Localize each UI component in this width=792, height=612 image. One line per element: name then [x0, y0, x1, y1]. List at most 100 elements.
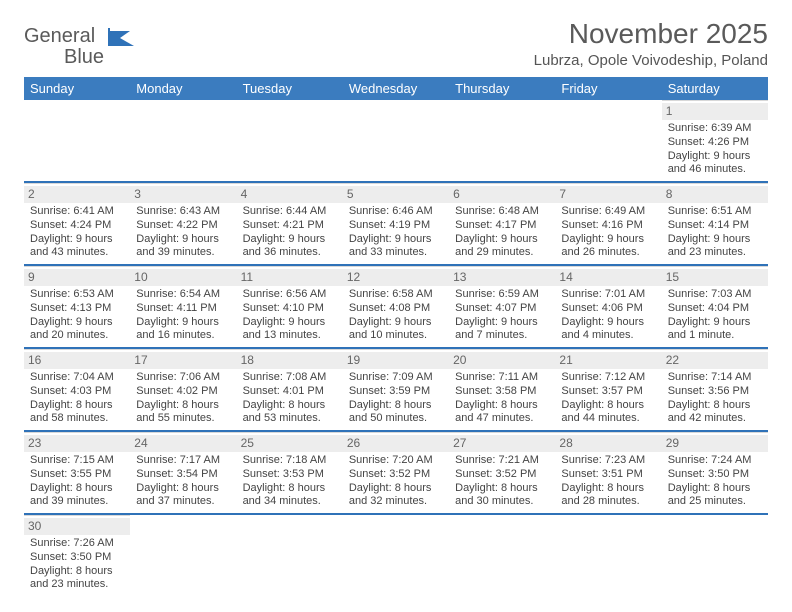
day-cell	[130, 515, 236, 596]
day-detail: and 47 minutes.	[455, 412, 549, 426]
day-detail: Sunset: 4:04 PM	[668, 302, 762, 316]
calendar: SundayMondayTuesdayWednesdayThursdayFrid…	[24, 77, 768, 596]
day-detail: Sunset: 4:07 PM	[455, 302, 549, 316]
day-detail: Daylight: 8 hours	[243, 399, 337, 413]
day-number: 10	[130, 269, 236, 286]
day-detail: Daylight: 9 hours	[455, 233, 549, 247]
day-cell: 22Sunrise: 7:14 AMSunset: 3:56 PMDayligh…	[662, 349, 768, 430]
day-detail: Daylight: 8 hours	[668, 482, 762, 496]
day-number: 6	[449, 186, 555, 203]
day-detail: and 25 minutes.	[668, 495, 762, 509]
day-number: 4	[237, 186, 343, 203]
day-detail: and 36 minutes.	[243, 246, 337, 260]
day-detail: Daylight: 8 hours	[30, 565, 124, 579]
day-detail: Sunset: 4:11 PM	[136, 302, 230, 316]
day-detail: Sunrise: 6:56 AM	[243, 288, 337, 302]
day-detail: Sunset: 4:21 PM	[243, 219, 337, 233]
day-detail: Daylight: 8 hours	[30, 482, 124, 496]
day-detail: Sunrise: 6:46 AM	[349, 205, 443, 219]
day-number: 24	[130, 435, 236, 452]
day-detail: Sunset: 3:52 PM	[349, 468, 443, 482]
day-detail: Sunset: 4:16 PM	[561, 219, 655, 233]
day-detail: Sunrise: 7:04 AM	[30, 371, 124, 385]
day-number: 9	[24, 269, 130, 286]
day-detail: and 37 minutes.	[136, 495, 230, 509]
day-cell: 13Sunrise: 6:59 AMSunset: 4:07 PMDayligh…	[449, 266, 555, 347]
day-detail: Sunset: 3:55 PM	[30, 468, 124, 482]
day-number: 20	[449, 352, 555, 369]
day-detail: Daylight: 8 hours	[243, 482, 337, 496]
day-number: 15	[662, 269, 768, 286]
month-title: November 2025	[534, 18, 768, 50]
header: General Blue November 2025 Lubrza, Opole…	[24, 18, 768, 69]
day-detail: and 53 minutes.	[243, 412, 337, 426]
day-detail: Sunrise: 7:26 AM	[30, 537, 124, 551]
day-detail: Sunrise: 6:49 AM	[561, 205, 655, 219]
day-cell	[237, 515, 343, 596]
day-number: 13	[449, 269, 555, 286]
day-detail: Sunset: 4:14 PM	[668, 219, 762, 233]
day-detail: and 55 minutes.	[136, 412, 230, 426]
day-number: 12	[343, 269, 449, 286]
day-detail: Sunrise: 7:14 AM	[668, 371, 762, 385]
day-cell: 26Sunrise: 7:20 AMSunset: 3:52 PMDayligh…	[343, 432, 449, 513]
day-detail: and 33 minutes.	[349, 246, 443, 260]
day-cell: 10Sunrise: 6:54 AMSunset: 4:11 PMDayligh…	[130, 266, 236, 347]
day-detail: Sunset: 3:52 PM	[455, 468, 549, 482]
day-cell: 3Sunrise: 6:43 AMSunset: 4:22 PMDaylight…	[130, 183, 236, 264]
day-detail: Daylight: 9 hours	[349, 316, 443, 330]
day-cell: 8Sunrise: 6:51 AMSunset: 4:14 PMDaylight…	[662, 183, 768, 264]
weekday-header: Thursday	[449, 77, 555, 100]
day-cell: 11Sunrise: 6:56 AMSunset: 4:10 PMDayligh…	[237, 266, 343, 347]
day-cell	[24, 100, 130, 181]
day-detail: Sunset: 3:50 PM	[30, 551, 124, 565]
day-detail: Daylight: 8 hours	[136, 399, 230, 413]
day-detail: Sunset: 4:26 PM	[668, 136, 762, 150]
weekday-header: Friday	[555, 77, 661, 100]
week-row: 23Sunrise: 7:15 AMSunset: 3:55 PMDayligh…	[24, 432, 768, 515]
day-detail: Sunset: 3:53 PM	[243, 468, 337, 482]
day-detail: and 16 minutes.	[136, 329, 230, 343]
day-detail: and 39 minutes.	[30, 495, 124, 509]
flag-icon	[108, 28, 134, 46]
day-detail: Daylight: 8 hours	[455, 482, 549, 496]
day-detail: and 44 minutes.	[561, 412, 655, 426]
day-detail: Sunrise: 6:43 AM	[136, 205, 230, 219]
day-detail: Sunset: 4:06 PM	[561, 302, 655, 316]
day-detail: Sunset: 3:59 PM	[349, 385, 443, 399]
day-detail: and 26 minutes.	[561, 246, 655, 260]
day-detail: and 32 minutes.	[349, 495, 443, 509]
day-number: 26	[343, 435, 449, 452]
logo-word-1: General	[24, 25, 95, 47]
day-cell: 25Sunrise: 7:18 AMSunset: 3:53 PMDayligh…	[237, 432, 343, 513]
day-detail: Sunrise: 6:48 AM	[455, 205, 549, 219]
day-number: 25	[237, 435, 343, 452]
weekday-header: Sunday	[24, 77, 130, 100]
day-number: 29	[662, 435, 768, 452]
day-detail: Daylight: 9 hours	[668, 150, 762, 164]
day-detail: Sunrise: 6:44 AM	[243, 205, 337, 219]
day-cell	[237, 100, 343, 181]
title-block: November 2025 Lubrza, Opole Voivodeship,…	[534, 18, 768, 69]
day-cell: 28Sunrise: 7:23 AMSunset: 3:51 PMDayligh…	[555, 432, 661, 513]
day-cell	[555, 100, 661, 181]
day-detail: and 4 minutes.	[561, 329, 655, 343]
day-detail: Sunset: 4:02 PM	[136, 385, 230, 399]
day-detail: Daylight: 9 hours	[455, 316, 549, 330]
day-detail: and 34 minutes.	[243, 495, 337, 509]
day-detail: Sunset: 3:50 PM	[668, 468, 762, 482]
day-detail: Sunset: 3:58 PM	[455, 385, 549, 399]
day-detail: Daylight: 8 hours	[30, 399, 124, 413]
day-cell: 15Sunrise: 7:03 AMSunset: 4:04 PMDayligh…	[662, 266, 768, 347]
day-detail: Daylight: 9 hours	[136, 233, 230, 247]
day-detail: Daylight: 8 hours	[668, 399, 762, 413]
logo-word-2: Blue	[24, 46, 104, 68]
day-detail: Sunrise: 7:11 AM	[455, 371, 549, 385]
day-cell	[449, 100, 555, 181]
day-detail: Sunrise: 6:54 AM	[136, 288, 230, 302]
day-detail: Daylight: 9 hours	[243, 233, 337, 247]
day-detail: Sunset: 4:17 PM	[455, 219, 549, 233]
day-cell	[343, 100, 449, 181]
day-number: 17	[130, 352, 236, 369]
weekday-header: Monday	[130, 77, 236, 100]
